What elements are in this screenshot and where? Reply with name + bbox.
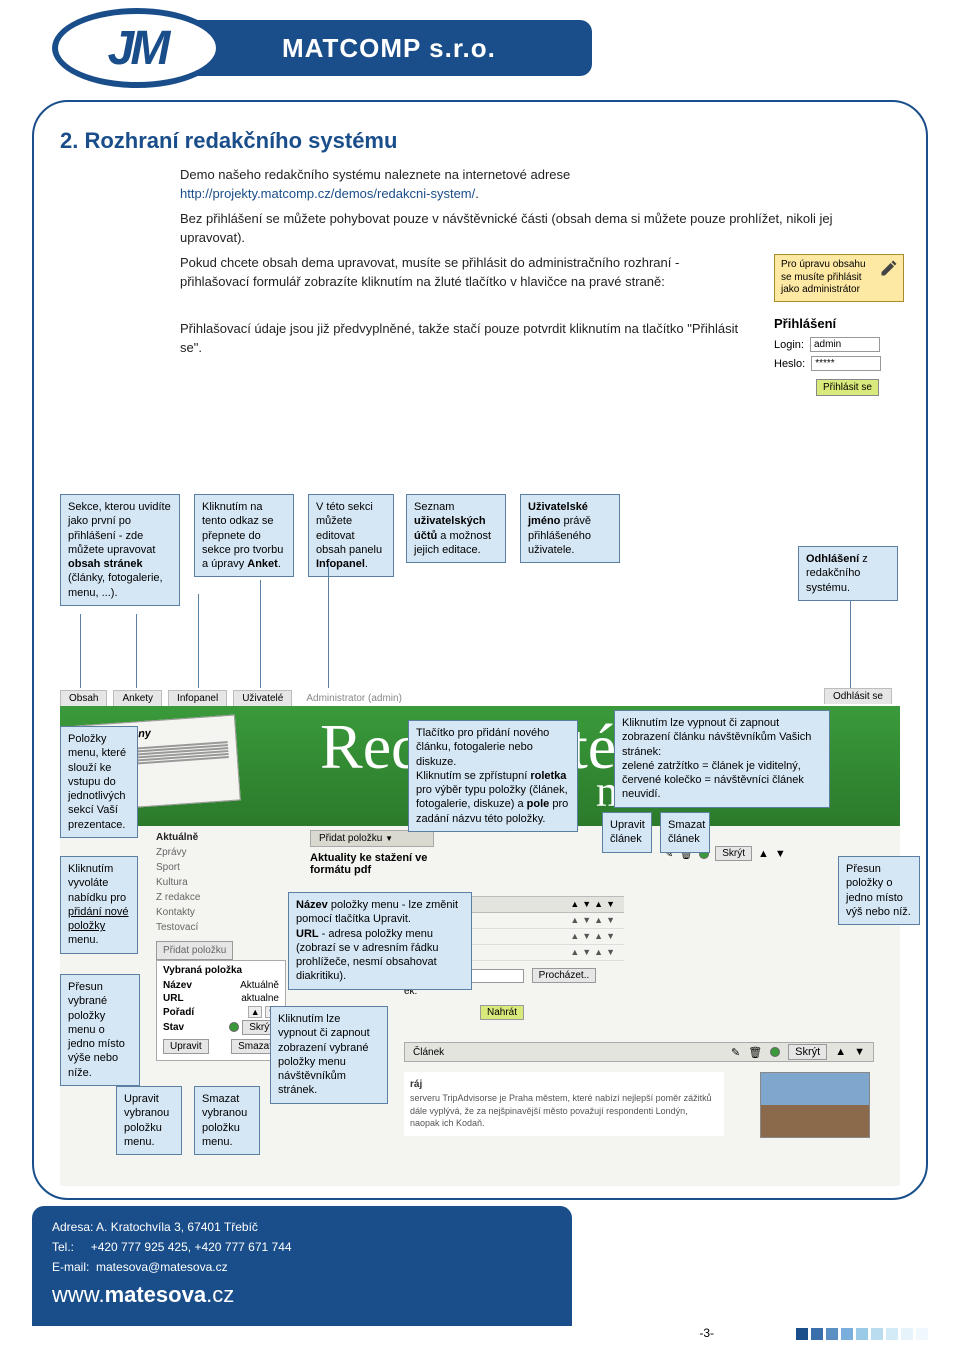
tab-admin-label: Administrator (admin) xyxy=(298,691,410,706)
para-3: Pokud chcete obsah dema upravovat, musít… xyxy=(180,254,740,292)
hide-button-2[interactable]: Skrýt xyxy=(715,846,752,861)
demo-link[interactable]: http://projekty.matcomp.cz/demos/redakcn… xyxy=(180,186,475,201)
logo-oval: JM xyxy=(52,8,222,88)
selected-item-box: Vybraná položka NázevAktuálně URLaktualn… xyxy=(156,960,286,1061)
footer-email: matesova@matesova.cz xyxy=(96,1260,228,1274)
callout-nazev-url: Název položky menu - lze změnit pomocí t… xyxy=(288,892,472,990)
sq xyxy=(886,1328,898,1340)
page-number: -3- xyxy=(699,1326,714,1340)
menu-item[interactable]: Sport xyxy=(156,860,233,875)
move-up-icon[interactable]: ▲ xyxy=(835,1046,846,1058)
article-bar-label: Článek xyxy=(413,1047,444,1058)
callout-hide-menu: Kliknutím lze vypnout či zapnout zobraze… xyxy=(270,1006,388,1104)
logo-text: JM xyxy=(108,21,167,76)
para-4: Přihlašovací údaje jsou již předvyplněné… xyxy=(180,320,740,358)
move-up-button[interactable]: ▲ xyxy=(248,1006,262,1018)
sq xyxy=(856,1328,868,1340)
menu-heading[interactable]: Aktuálně xyxy=(156,830,233,845)
article-bar: Článek ✎ 🗑 Skrýt ▲ ▼ xyxy=(404,1042,874,1062)
hide-article-button[interactable]: Skrýt xyxy=(788,1044,827,1060)
login-form: Přihlášení Login: admin Heslo: ***** Při… xyxy=(774,316,881,396)
delete-icon[interactable]: 🗑 xyxy=(748,1046,762,1059)
footer-squares xyxy=(796,1328,928,1340)
sq xyxy=(841,1328,853,1340)
admin-note-text: Pro úpravu obsahu se musíte přihlásit ja… xyxy=(781,259,866,295)
article-body: serveru TripAdvisorse je Praha městem, k… xyxy=(410,1093,712,1128)
move-down-icon[interactable]: ▼ xyxy=(775,848,786,860)
login-button[interactable]: Přihlásit se xyxy=(816,379,879,396)
callout-add-article: Tlačítko pro přidání nového článku, foto… xyxy=(408,720,578,832)
callout-username: Uživatelské jméno právě přihlášeného uži… xyxy=(520,494,620,563)
menu-item[interactable]: Testovací xyxy=(156,920,233,935)
header: MATCOMP s.r.o. JM xyxy=(52,8,552,88)
sq xyxy=(796,1328,808,1340)
password-input[interactable]: ***** xyxy=(811,356,881,371)
p1-dot: . xyxy=(475,186,479,201)
callout-delete: Smazat vybranou položku menu. xyxy=(194,1086,260,1155)
callout-visibility: Kliknutím lze vypnout či zapnout zobraze… xyxy=(614,710,830,808)
menu-add-button[interactable]: Přidat položku xyxy=(156,941,233,960)
sq xyxy=(916,1328,928,1340)
article-title: ráj xyxy=(410,1078,718,1092)
callout-users: Seznam uživatelských účtů a možnost jeji… xyxy=(406,494,506,563)
admin-lower-area: Aktuálně Zprávy Sport Kultura Z redakce … xyxy=(60,826,900,1186)
callout-ankety: Kliknutím na tento odkaz se přepnete do … xyxy=(194,494,294,577)
footer-tel: +420 777 925 425, +420 777 671 744 xyxy=(91,1240,292,1254)
login-input[interactable]: admin xyxy=(810,337,880,352)
edit-icon[interactable]: ✎ xyxy=(731,1046,740,1059)
upload-button[interactable]: Nahrát xyxy=(480,1005,524,1020)
admin-note[interactable]: Pro úpravu obsahu se musíte přihlásit ja… xyxy=(774,254,904,302)
password-label: Heslo: xyxy=(774,358,805,370)
menu-item[interactable]: Z redakce xyxy=(156,890,233,905)
sq xyxy=(901,1328,913,1340)
sq xyxy=(826,1328,838,1340)
footer: Adresa: A. Kratochvíla 3, 67401 Třebíč T… xyxy=(32,1206,928,1356)
company-banner: MATCOMP s.r.o. xyxy=(172,20,592,76)
visible-dot-icon xyxy=(229,1022,239,1032)
login-label: Login: xyxy=(774,339,804,351)
selected-title: Vybraná položka xyxy=(163,965,279,976)
para-1: Demo našeho redakčního systému naleznete… xyxy=(180,166,820,204)
tab-logout[interactable]: Odhlásit se xyxy=(824,688,892,704)
callout-delete-article: Smazat článek xyxy=(660,812,710,853)
tab-obsah[interactable]: Obsah xyxy=(60,690,107,706)
para-2: Bez přihlášení se můžete pohybovat pouze… xyxy=(180,210,860,248)
menu-item[interactable]: Zprávy xyxy=(156,845,233,860)
sq xyxy=(871,1328,883,1340)
callout-infopanel: V této sekci můžete editovat obsah panel… xyxy=(308,494,394,577)
article-preview: ráj serveru TripAdvisorse je Praha měste… xyxy=(404,1072,724,1136)
footer-band: Adresa: A. Kratochvíla 3, 67401 Třebíč T… xyxy=(32,1206,572,1326)
tab-bar: Obsah Ankety Infopanel Uživatelé Adminis… xyxy=(60,688,410,706)
visible-dot-icon xyxy=(770,1047,780,1057)
login-title: Přihlášení xyxy=(774,316,881,331)
footer-www: www.matesova.cz xyxy=(52,1282,552,1308)
tab-ankety[interactable]: Ankety xyxy=(113,690,162,706)
callout-move-article: Přesun položky o jedno místo výš nebo ní… xyxy=(838,856,920,925)
callout-add-item: Kliknutím vyvoláte nabídku pro přidání n… xyxy=(60,856,138,954)
callout-menu-items: Položky menu, které slouží ke vstupu do … xyxy=(60,726,138,838)
menu-item[interactable]: Kontakty xyxy=(156,905,233,920)
footer-address: A. Kratochvíla 3, 67401 Třebíč xyxy=(96,1220,258,1234)
callout-logout: Odhlášení z redakčního systému. xyxy=(798,546,898,601)
sq xyxy=(811,1328,823,1340)
menu-item[interactable]: Kultura xyxy=(156,875,233,890)
browse-button[interactable]: Procházet.. xyxy=(532,968,597,983)
article-thumbnail xyxy=(760,1072,870,1138)
callout-edit: Upravit vybranou položku menu. xyxy=(116,1086,182,1155)
add-item-bar[interactable]: Přidat položku ▼ xyxy=(310,830,434,847)
callout-obsah: Sekce, kterou uvidíte jako první po přih… xyxy=(60,494,180,606)
callout-move: Přesun vybrané položky menu o jedno míst… xyxy=(60,974,140,1086)
pencil-icon xyxy=(879,258,899,278)
company-name: MATCOMP s.r.o. xyxy=(282,33,496,64)
callout-edit-article: Upravit článek xyxy=(602,812,652,853)
section-title: 2. Rozhraní redakčního systému xyxy=(60,128,397,154)
edit-button[interactable]: Upravit xyxy=(163,1039,209,1054)
menu-list: Aktuálně Zprávy Sport Kultura Z redakce … xyxy=(156,830,233,960)
move-up-icon[interactable]: ▲ xyxy=(758,848,769,860)
tab-uzivatele[interactable]: Uživatelé xyxy=(233,690,292,706)
move-down-icon[interactable]: ▼ xyxy=(854,1046,865,1058)
mid-title: Aktuality ke stažení ve formátu pdf xyxy=(310,852,470,876)
p1-text: Demo našeho redakčního systému naleznete… xyxy=(180,167,570,182)
tab-infopanel[interactable]: Infopanel xyxy=(168,690,227,706)
